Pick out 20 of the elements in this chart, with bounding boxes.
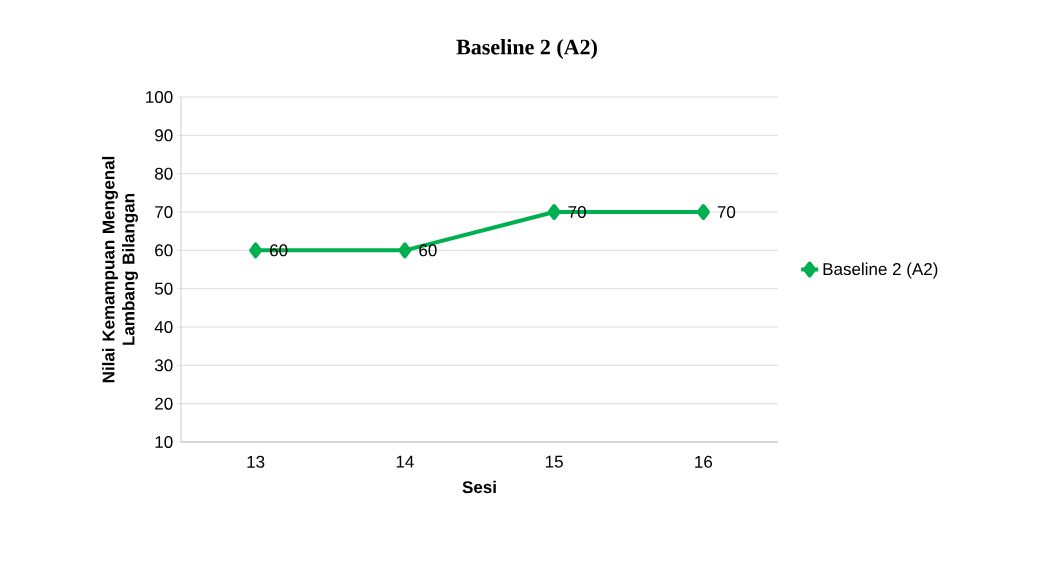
x-tick-label: 16 xyxy=(695,455,713,468)
y-tick-label: 100 xyxy=(146,90,173,104)
y-tick-label: 50 xyxy=(154,282,173,295)
x-axis-title: Sesi xyxy=(462,480,496,494)
y-tick-label: 10 xyxy=(155,435,173,449)
y-axis-title: Nilai Kemampuan Mengenal Lambang Bilangan xyxy=(102,156,138,383)
y-tick-label: 30 xyxy=(154,359,173,372)
y-tick-label: 80 xyxy=(155,167,173,180)
data-label: 60 xyxy=(419,244,437,257)
y-tick-label: 60 xyxy=(155,244,173,257)
y-tick-label: 40 xyxy=(154,320,173,334)
y-tick-label: 20 xyxy=(155,397,173,410)
x-tick-label: 15 xyxy=(545,455,563,468)
chart-title: Baseline 2 (A2) xyxy=(456,39,597,59)
y-tick-label: 70 xyxy=(155,205,173,219)
data-label: 70 xyxy=(717,205,736,219)
legend-label: Baseline 2 (A2) xyxy=(823,262,938,279)
x-tick-label: 14 xyxy=(396,455,414,468)
y-tick-label: 90 xyxy=(155,129,173,142)
x-tick-label: 13 xyxy=(247,455,265,468)
